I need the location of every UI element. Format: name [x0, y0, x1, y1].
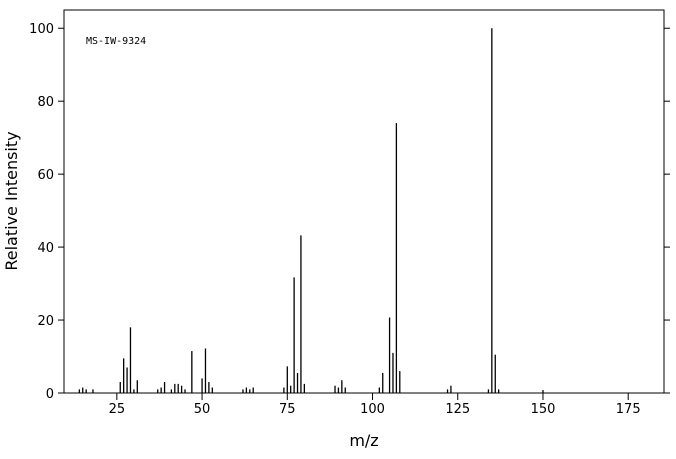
y-axis-label: Relative Intensity	[2, 131, 21, 270]
x-tick-label: 50	[194, 402, 211, 417]
y-tick-label: 40	[37, 241, 54, 256]
y-tick-label: 0	[46, 387, 54, 402]
x-tick-label: 150	[531, 402, 556, 417]
plot-frame	[63, 9, 665, 394]
x-tick-label: 125	[445, 402, 470, 417]
x-tick-label: 175	[616, 402, 641, 417]
y-tick-label: 80	[37, 95, 54, 110]
y-tick-label: 100	[29, 22, 54, 37]
x-tick-label: 100	[360, 402, 385, 417]
x-tick-label: 25	[109, 402, 126, 417]
x-axis-label: m/z	[349, 431, 378, 450]
annotation: MS-IW-9324	[86, 36, 146, 47]
x-tick-label: 75	[279, 402, 296, 417]
y-tick-label: 60	[37, 168, 54, 183]
y-tick-label: 20	[37, 314, 54, 329]
